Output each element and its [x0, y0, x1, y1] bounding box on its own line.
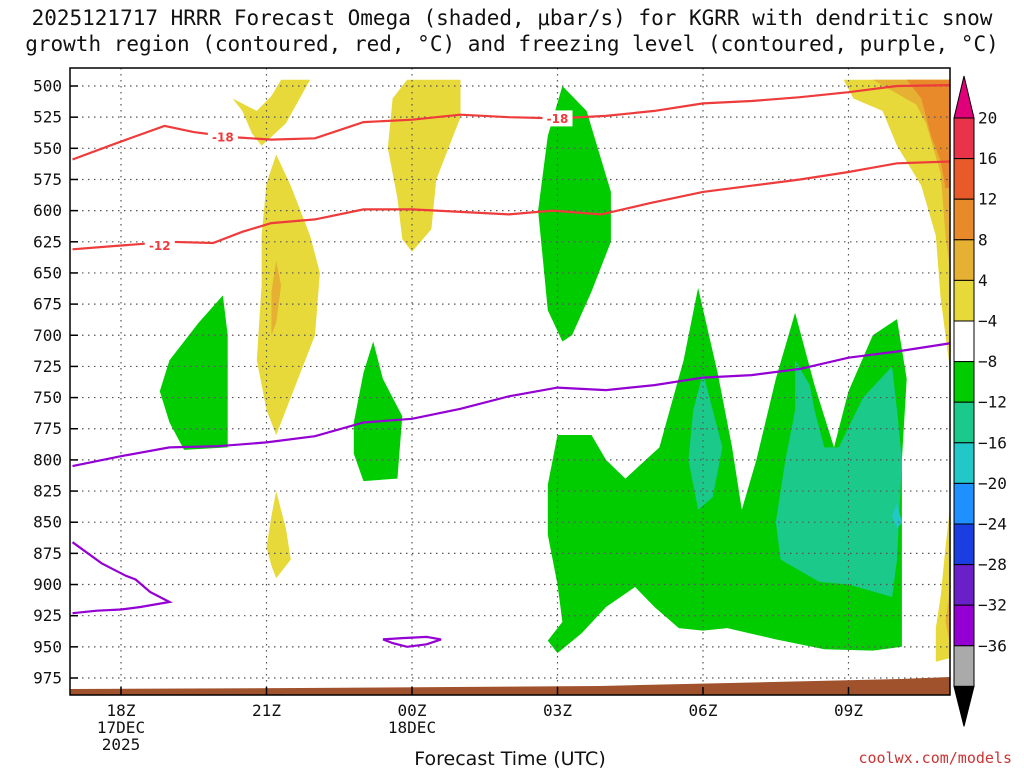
x-tick-label: 09Z — [834, 701, 863, 720]
y-tick-label: 675 — [33, 295, 62, 314]
y-tick-label: 700 — [33, 326, 62, 345]
colorbar-label: −4 — [978, 312, 997, 331]
y-tick-label: 550 — [33, 139, 62, 158]
colorbar-swatch — [953, 401, 975, 444]
contour-label-bg — [144, 237, 175, 254]
y-tick-label: 725 — [33, 357, 62, 376]
omega-region-plus4-8 — [256, 154, 320, 435]
x-tick-label: 00Z — [398, 701, 427, 720]
colorbar-swatch — [953, 523, 975, 566]
y-tick-label: 850 — [33, 513, 62, 532]
isotherm--12C — [72, 160, 950, 251]
y-tick-label: 900 — [33, 575, 62, 594]
colorbar-label: 4 — [978, 271, 988, 290]
x-tick-label: 21Z — [252, 701, 281, 720]
colorbar-swatch — [953, 239, 975, 281]
omega-region-plus8-13 — [271, 260, 282, 336]
x-tick-label: 18DEC — [388, 718, 436, 737]
omega-region-plus12-14 — [906, 79, 950, 189]
colorbar-top-arrow — [953, 75, 975, 119]
omega-region-minus4-0 — [159, 295, 228, 450]
freezing-level-closed — [382, 635, 442, 648]
colorbar-swatch — [953, 279, 975, 322]
colorbar-swatch — [953, 442, 975, 484]
y-tick-label: 975 — [33, 669, 62, 688]
colorbar-label: −12 — [978, 393, 1007, 412]
contours: -18 -18 -12 — [71, 84, 950, 648]
y-tick-label: 775 — [33, 419, 62, 438]
colorbar-label: 12 — [978, 190, 997, 209]
y-tick-label: 650 — [33, 263, 62, 282]
colorbar-bottom-arrow — [953, 685, 975, 727]
colorbar-swatch — [953, 645, 975, 687]
contour-label-bg — [207, 129, 238, 146]
y-tick-label: 525 — [33, 108, 62, 127]
colorbar-swatch — [953, 320, 975, 363]
credit-text: coolwx.com/models — [858, 749, 1012, 767]
y-tick-label: 800 — [33, 450, 62, 469]
contour-label-bg — [542, 110, 573, 127]
pressure-axis: 500 525 550 575 600 625 650 675 700 725 750 775 800 8… — [33, 77, 78, 688]
y-tick-label: 625 — [33, 232, 62, 251]
contour-label: -18 — [212, 131, 234, 145]
omega-region-minus8-5 — [775, 360, 902, 597]
x-tick-label: 17DEC — [97, 718, 145, 737]
y-tick-label: 500 — [33, 77, 62, 96]
y-tick-label: 950 — [33, 637, 62, 656]
omega-region-plus4-10 — [387, 79, 461, 252]
colorbar-swatch — [953, 604, 975, 647]
chart-title-line-1: 2025121717 HRRR Forecast Omega (shaded, … — [31, 6, 993, 30]
x-tick-label: 18Z — [107, 701, 136, 720]
colorbar-swatch — [953, 117, 975, 160]
colorbar-label: 8 — [978, 230, 988, 249]
colorbar-label: −8 — [978, 352, 997, 371]
colorbar-label: −36 — [978, 636, 1007, 655]
colorbar-label: −20 — [978, 474, 1007, 493]
y-tick-label: 825 — [33, 482, 62, 501]
omega-region-minus8-4 — [688, 372, 723, 510]
y-tick-label: 875 — [33, 544, 62, 563]
colorbar-label: −24 — [978, 515, 1007, 534]
colorbar-label: −32 — [978, 596, 1007, 615]
colorbar-label: −16 — [978, 433, 1007, 452]
omega-region-plus4-7 — [232, 79, 311, 146]
isotherm--18C — [72, 84, 950, 161]
colorbar-swatch — [953, 564, 975, 606]
x-tick-label: 2025 — [102, 735, 141, 754]
colorbar-label: 16 — [978, 149, 997, 168]
contour-label: -12 — [149, 239, 171, 253]
colorbar-swatch — [953, 482, 975, 525]
plot-frame — [69, 67, 951, 696]
colorbar-swatch — [953, 198, 975, 241]
x-tick-label: 06Z — [689, 701, 718, 720]
freezing-level-main — [72, 342, 950, 468]
colorbar-swatch — [953, 361, 975, 403]
x-axis-label: Forecast Time (UTC) — [414, 748, 605, 768]
colorbar-label: −28 — [978, 555, 1007, 574]
colorbar-swatch — [953, 158, 975, 200]
colorbar-label: 20 — [978, 109, 997, 128]
omega-region-plus4-9 — [266, 491, 291, 579]
contour-label: -18 — [547, 112, 569, 126]
omega-region-minus4-2 — [538, 76, 611, 342]
y-tick-label: 925 — [33, 606, 62, 625]
chart-title-line-2: growth region (contoured, red, °C) and f… — [25, 32, 999, 56]
omega-region-minus4-1 — [353, 341, 403, 482]
omega-fills — [159, 76, 950, 662]
y-tick-label: 750 — [33, 388, 62, 407]
colorbar: 20 16 12 8 4 −4 −8 −12 −16 −20 −24 −28 −32 −36 — [953, 75, 1007, 727]
y-tick-label: 575 — [33, 170, 62, 189]
freezing-level-low — [71, 541, 173, 615]
terrain-ground — [70, 677, 950, 695]
y-tick-label: 600 — [33, 201, 62, 220]
ground-strip — [70, 677, 950, 695]
x-tick-label: 03Z — [543, 701, 572, 720]
